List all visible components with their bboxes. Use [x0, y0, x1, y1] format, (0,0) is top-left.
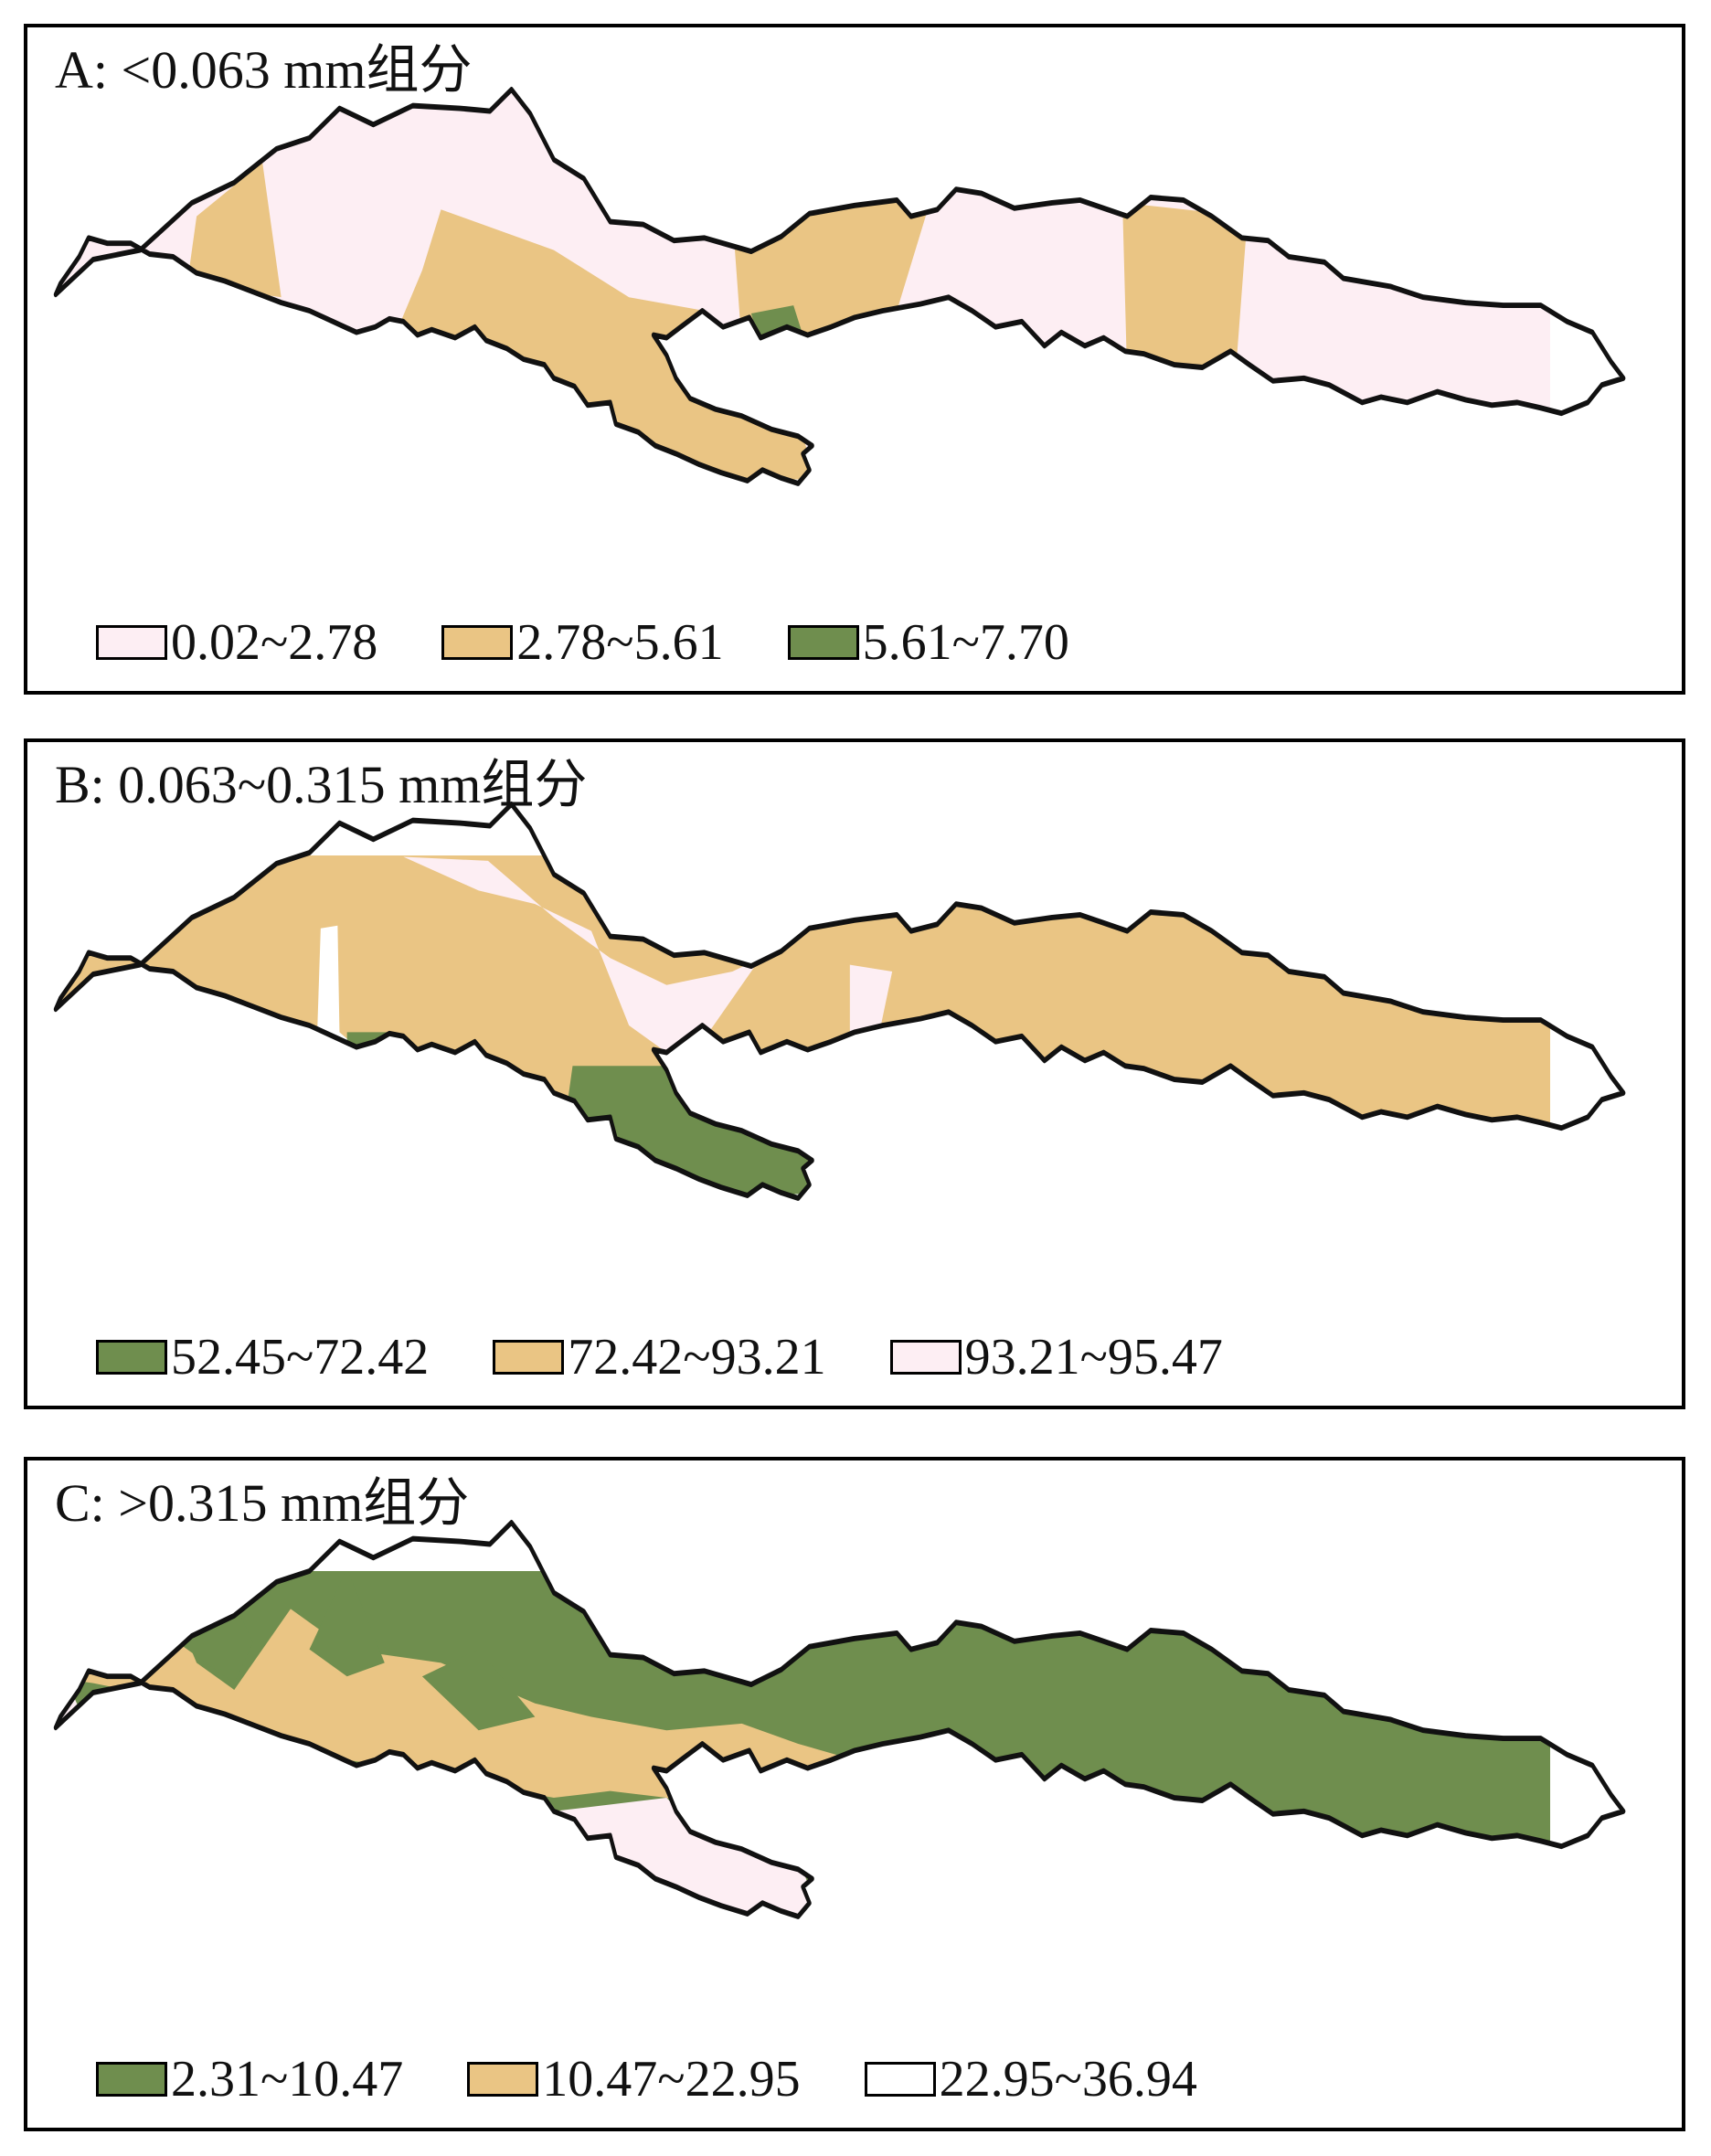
legend-item: 2.78~5.61: [441, 613, 724, 672]
legend-item: 93.21~95.47: [889, 1328, 1223, 1386]
zone-green-stripe-c2: [309, 1568, 385, 1677]
legend-label: 5.61~7.70: [862, 614, 1069, 671]
legend-item: 0.02~2.78: [96, 613, 377, 672]
legend-label: 2.78~5.61: [516, 614, 724, 671]
zone-green-stripe-c3: [421, 1649, 536, 1731]
panel-a: A: <0.063 mm组分 0.02~2.78 2.78~5.61 5.61~…: [24, 24, 1685, 695]
legend-label: 2.31~10.47: [171, 2051, 404, 2108]
zone-green-base: [55, 1522, 1624, 1917]
legend-label: 72.42~93.21: [568, 1329, 826, 1386]
legend-a: 0.02~2.78 2.78~5.61 5.61~7.70: [96, 611, 1133, 674]
zone-pink-center-b: [403, 856, 761, 1053]
zone-tan-base: [55, 803, 1624, 1198]
green-swatch-icon: [96, 1340, 167, 1375]
zone-white-streak-b: [316, 925, 367, 1061]
legend-label: 52.45~72.42: [171, 1329, 430, 1386]
zone-pink-east-b: [849, 964, 893, 1039]
legend-b: 52.45~72.42 72.42~93.21 93.21~95.47: [96, 1325, 1287, 1389]
legend-item: 52.45~72.42: [96, 1328, 429, 1386]
green-swatch-icon: [96, 2062, 167, 2097]
zone-tan-west: [186, 162, 282, 298]
panel-title-c: C: >0.315 mm组分: [55, 1473, 470, 1533]
tan-swatch-icon: [441, 625, 514, 660]
map-a: [27, 27, 1682, 594]
green-swatch-icon: [787, 625, 859, 660]
legend-item: 10.47~22.95: [467, 2050, 801, 2108]
legend-item: 72.42~93.21: [493, 1328, 826, 1386]
pink-swatch-icon: [889, 1340, 962, 1375]
legend-label: 22.95~36.94: [939, 2051, 1197, 2108]
legend-item: 22.95~36.94: [864, 2050, 1197, 2108]
zone-tan-east: [1122, 202, 1248, 378]
panel-title-b: B: 0.063~0.315 mm组分: [55, 755, 588, 814]
map-b: [27, 742, 1682, 1309]
legend-item: 5.61~7.70: [787, 613, 1069, 672]
panel-b: B: 0.063~0.315 mm组分 52.45~72.42 72.42~93…: [24, 738, 1685, 1409]
legend-item: 2.31~10.47: [96, 2050, 403, 2108]
map-c: [27, 1460, 1682, 2027]
panel-title-a: A: <0.063 mm组分: [55, 40, 473, 100]
zone-green-peninsula-b: [563, 1066, 823, 1198]
legend-label: 0.02~2.78: [171, 614, 378, 671]
legend-c: 2.31~10.47 10.47~22.95 22.95~36.94: [96, 2047, 1261, 2111]
legend-label: 10.47~22.95: [542, 2051, 801, 2108]
legend-label: 93.21~95.47: [964, 1329, 1223, 1386]
panel-c: C: >0.315 mm组分 2.31~10.47 10.47~22.95 22…: [24, 1457, 1685, 2131]
tan-swatch-icon: [493, 1340, 565, 1375]
pink-swatch-icon: [96, 625, 167, 660]
white-swatch-icon: [864, 2062, 936, 2097]
zone-pink-peninsula-c: [553, 1798, 823, 1917]
tan-swatch-icon: [467, 2062, 539, 2097]
